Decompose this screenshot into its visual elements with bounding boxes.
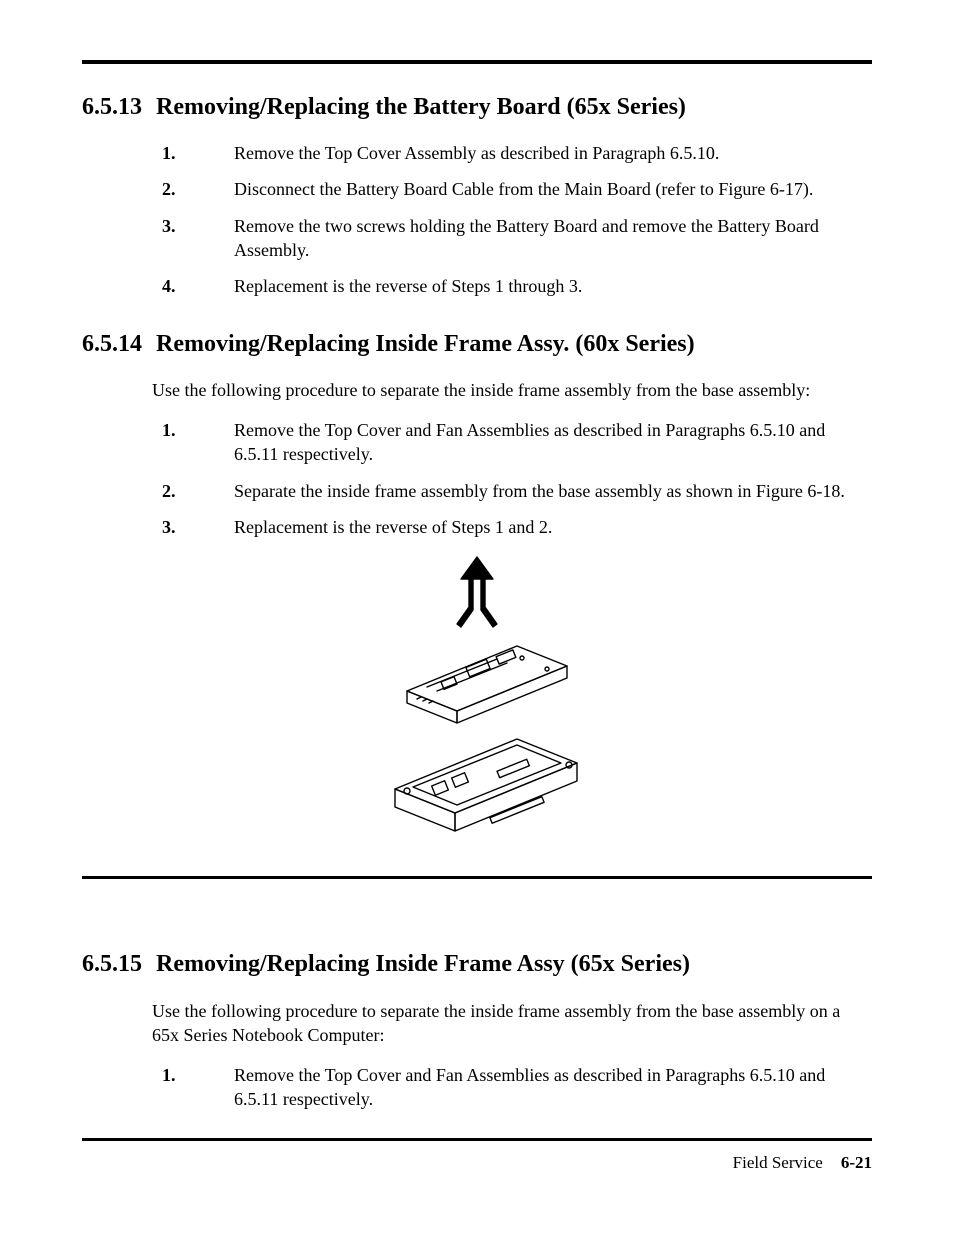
section-6-5-15: 6.5.15 Removing/Replacing Inside Frame As… — [82, 949, 872, 1111]
step-item: 2.Disconnect the Battery Board Cable fro… — [162, 177, 862, 201]
steps-list-6-5-15: 1.Remove the Top Cover and Fan Assemblie… — [162, 1063, 862, 1112]
step-item: 4.Replacement is the reverse of Steps 1 … — [162, 274, 862, 298]
step-text: Disconnect the Battery Board Cable from … — [234, 177, 862, 201]
footer-label: Field Service — [733, 1153, 823, 1172]
steps-list-6-5-13: 1.Remove the Top Cover Assembly as descr… — [162, 141, 862, 298]
footer-rule — [82, 1138, 872, 1141]
step-text: Replacement is the reverse of Steps 1 th… — [234, 274, 862, 298]
section-title: Removing/Replacing Inside Frame Assy. (6… — [156, 331, 695, 357]
section-title: Removing/Replacing Inside Frame Assy (65… — [156, 951, 690, 977]
step-number: 1. — [162, 141, 234, 165]
heading-6-5-13: 6.5.13 Removing/Replacing the Battery Boa… — [82, 92, 872, 123]
step-item: 1.Remove the Top Cover and Fan Assemblie… — [162, 418, 862, 467]
figure-6-18 — [82, 551, 872, 846]
step-item: 3.Replacement is the reverse of Steps 1 … — [162, 515, 862, 539]
intro-para-6-5-15: Use the following procedure to separate … — [152, 999, 862, 1048]
up-arrow-icon — [457, 557, 497, 627]
section-number: 6.5.14 — [82, 331, 142, 357]
heading-6-5-14: 6.5.14 Removing/Replacing Inside Frame As… — [82, 329, 872, 360]
step-text: Remove the Top Cover and Fan Assemblies … — [234, 418, 862, 467]
section-number: 6.5.13 — [82, 94, 142, 120]
step-text: Remove the two screws holding the Batter… — [234, 214, 862, 263]
page-footer: Field Service 6-21 — [82, 1138, 872, 1173]
footer-page-number: 6-21 — [841, 1153, 872, 1172]
step-number: 2. — [162, 177, 234, 201]
base-assembly — [395, 739, 577, 831]
step-item: 1.Remove the Top Cover Assembly as descr… — [162, 141, 862, 165]
top-rule — [82, 60, 872, 64]
step-text: Remove the Top Cover and Fan Assemblies … — [234, 1063, 862, 1112]
steps-list-6-5-14: 1.Remove the Top Cover and Fan Assemblie… — [162, 418, 862, 539]
step-number: 3. — [162, 214, 234, 263]
step-number: 4. — [162, 274, 234, 298]
section-number: 6.5.15 — [82, 951, 142, 977]
heading-6-5-15: 6.5.15 Removing/Replacing Inside Frame As… — [82, 949, 872, 980]
step-number: 2. — [162, 479, 234, 503]
step-item: 2.Separate the inside frame assembly fro… — [162, 479, 862, 503]
step-item: 1.Remove the Top Cover and Fan Assemblie… — [162, 1063, 862, 1112]
section-title: Removing/Replacing the Battery Board (65… — [156, 94, 686, 120]
step-number: 3. — [162, 515, 234, 539]
inside-frame-assembly — [407, 646, 567, 723]
section-6-5-14: 6.5.14 Removing/Replacing Inside Frame As… — [82, 329, 872, 847]
footer-text: Field Service 6-21 — [82, 1153, 872, 1173]
step-number: 1. — [162, 1063, 234, 1112]
section-6-5-13: 6.5.13 Removing/Replacing the Battery Boa… — [82, 92, 872, 299]
exploded-frame-diagram — [347, 551, 607, 841]
step-text: Separate the inside frame assembly from … — [234, 479, 862, 503]
mid-rule — [82, 876, 872, 879]
step-item: 3.Remove the two screws holding the Batt… — [162, 214, 862, 263]
step-text: Remove the Top Cover Assembly as describ… — [234, 141, 862, 165]
step-number: 1. — [162, 418, 234, 467]
intro-para-6-5-14: Use the following procedure to separate … — [152, 378, 862, 402]
step-text: Replacement is the reverse of Steps 1 an… — [234, 515, 862, 539]
